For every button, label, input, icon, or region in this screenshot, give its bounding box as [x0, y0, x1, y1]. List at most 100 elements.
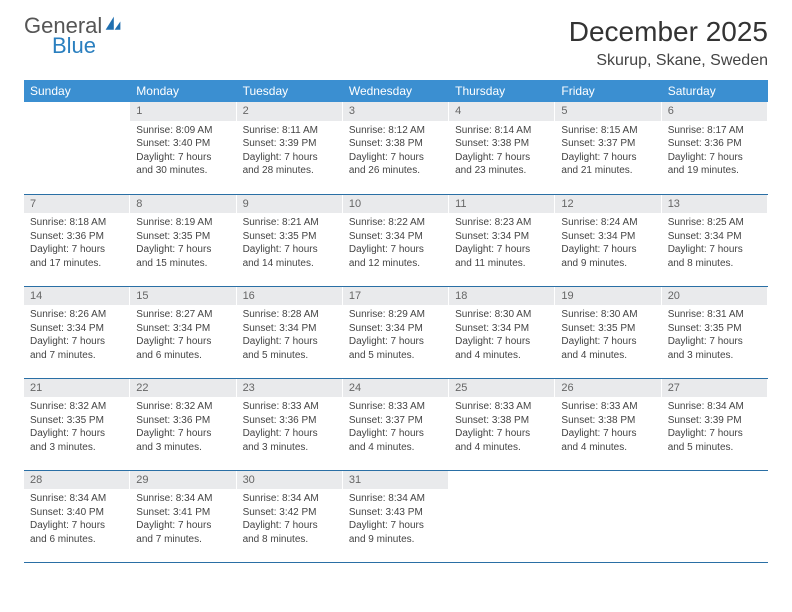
daylight-text: Daylight: 7 hours and 5 minutes. [668, 427, 762, 454]
day-number: 5 [555, 102, 661, 121]
calendar-cell: 20Sunrise: 8:31 AMSunset: 3:35 PMDayligh… [662, 286, 768, 378]
title-block: December 2025 Skurup, Skane, Sweden [569, 16, 768, 70]
day-details: Sunrise: 8:33 AMSunset: 3:38 PMDaylight:… [555, 397, 661, 458]
day-number-empty [449, 471, 555, 490]
sunrise-text: Sunrise: 8:09 AM [136, 124, 230, 138]
calendar-cell: 28Sunrise: 8:34 AMSunset: 3:40 PMDayligh… [24, 470, 130, 562]
sunrise-text: Sunrise: 8:12 AM [349, 124, 443, 138]
day-details: Sunrise: 8:34 AMSunset: 3:43 PMDaylight:… [343, 489, 449, 550]
sunrise-text: Sunrise: 8:34 AM [668, 400, 762, 414]
daylight-text: Daylight: 7 hours and 14 minutes. [243, 243, 337, 270]
daylight-text: Daylight: 7 hours and 7 minutes. [136, 519, 230, 546]
sunset-text: Sunset: 3:39 PM [668, 414, 762, 428]
day-number: 31 [343, 471, 449, 490]
sunset-text: Sunset: 3:34 PM [349, 230, 443, 244]
sunset-text: Sunset: 3:34 PM [136, 322, 230, 336]
calendar-cell: 13Sunrise: 8:25 AMSunset: 3:34 PMDayligh… [662, 194, 768, 286]
day-number: 21 [24, 379, 130, 398]
daylight-text: Daylight: 7 hours and 23 minutes. [455, 151, 549, 178]
day-details: Sunrise: 8:29 AMSunset: 3:34 PMDaylight:… [343, 305, 449, 366]
calendar-cell: 17Sunrise: 8:29 AMSunset: 3:34 PMDayligh… [343, 286, 449, 378]
weekday-header: Wednesday [343, 80, 449, 102]
sunset-text: Sunset: 3:40 PM [136, 137, 230, 151]
day-number: 26 [555, 379, 661, 398]
calendar-cell: 31Sunrise: 8:34 AMSunset: 3:43 PMDayligh… [343, 470, 449, 562]
page-title: December 2025 [569, 16, 768, 48]
sunrise-text: Sunrise: 8:19 AM [136, 216, 230, 230]
sunset-text: Sunset: 3:35 PM [30, 414, 124, 428]
sunrise-text: Sunrise: 8:30 AM [561, 308, 655, 322]
calendar-cell: 25Sunrise: 8:33 AMSunset: 3:38 PMDayligh… [449, 378, 555, 470]
daylight-text: Daylight: 7 hours and 26 minutes. [349, 151, 443, 178]
sunset-text: Sunset: 3:35 PM [668, 322, 762, 336]
sunrise-text: Sunrise: 8:34 AM [30, 492, 124, 506]
brand-part2: Blue [52, 33, 96, 58]
calendar-cell [662, 470, 768, 562]
day-number: 29 [130, 471, 236, 490]
day-number: 4 [449, 102, 555, 121]
day-number: 28 [24, 471, 130, 490]
calendar-cell: 3Sunrise: 8:12 AMSunset: 3:38 PMDaylight… [343, 102, 449, 194]
sunrise-text: Sunrise: 8:23 AM [455, 216, 549, 230]
calendar-cell: 9Sunrise: 8:21 AMSunset: 3:35 PMDaylight… [237, 194, 343, 286]
sunset-text: Sunset: 3:35 PM [243, 230, 337, 244]
calendar-cell: 18Sunrise: 8:30 AMSunset: 3:34 PMDayligh… [449, 286, 555, 378]
sunset-text: Sunset: 3:41 PM [136, 506, 230, 520]
sunset-text: Sunset: 3:34 PM [561, 230, 655, 244]
daylight-text: Daylight: 7 hours and 5 minutes. [349, 335, 443, 362]
calendar-body: 1Sunrise: 8:09 AMSunset: 3:40 PMDaylight… [24, 102, 768, 562]
day-details: Sunrise: 8:21 AMSunset: 3:35 PMDaylight:… [237, 213, 343, 274]
sunrise-text: Sunrise: 8:33 AM [561, 400, 655, 414]
day-details: Sunrise: 8:34 AMSunset: 3:40 PMDaylight:… [24, 489, 130, 550]
daylight-text: Daylight: 7 hours and 3 minutes. [30, 427, 124, 454]
daylight-text: Daylight: 7 hours and 15 minutes. [136, 243, 230, 270]
calendar-cell: 23Sunrise: 8:33 AMSunset: 3:36 PMDayligh… [237, 378, 343, 470]
day-number: 9 [237, 195, 343, 214]
daylight-text: Daylight: 7 hours and 21 minutes. [561, 151, 655, 178]
day-details: Sunrise: 8:22 AMSunset: 3:34 PMDaylight:… [343, 213, 449, 274]
calendar-cell: 19Sunrise: 8:30 AMSunset: 3:35 PMDayligh… [555, 286, 661, 378]
day-details: Sunrise: 8:14 AMSunset: 3:38 PMDaylight:… [449, 121, 555, 182]
calendar-cell [555, 470, 661, 562]
calendar-cell: 22Sunrise: 8:32 AMSunset: 3:36 PMDayligh… [130, 378, 236, 470]
weekday-header: Thursday [449, 80, 555, 102]
sunrise-text: Sunrise: 8:18 AM [30, 216, 124, 230]
calendar-cell: 29Sunrise: 8:34 AMSunset: 3:41 PMDayligh… [130, 470, 236, 562]
sunrise-text: Sunrise: 8:27 AM [136, 308, 230, 322]
day-number: 12 [555, 195, 661, 214]
sunset-text: Sunset: 3:36 PM [243, 414, 337, 428]
calendar-cell: 5Sunrise: 8:15 AMSunset: 3:37 PMDaylight… [555, 102, 661, 194]
daylight-text: Daylight: 7 hours and 5 minutes. [243, 335, 337, 362]
sunset-text: Sunset: 3:43 PM [349, 506, 443, 520]
day-details: Sunrise: 8:32 AMSunset: 3:35 PMDaylight:… [24, 397, 130, 458]
calendar-week-row: 28Sunrise: 8:34 AMSunset: 3:40 PMDayligh… [24, 470, 768, 562]
day-details: Sunrise: 8:33 AMSunset: 3:36 PMDaylight:… [237, 397, 343, 458]
calendar-cell: 1Sunrise: 8:09 AMSunset: 3:40 PMDaylight… [130, 102, 236, 194]
calendar-header-row: SundayMondayTuesdayWednesdayThursdayFrid… [24, 80, 768, 102]
daylight-text: Daylight: 7 hours and 9 minutes. [349, 519, 443, 546]
sunset-text: Sunset: 3:34 PM [455, 230, 549, 244]
day-details: Sunrise: 8:23 AMSunset: 3:34 PMDaylight:… [449, 213, 555, 274]
sunset-text: Sunset: 3:38 PM [455, 137, 549, 151]
daylight-text: Daylight: 7 hours and 4 minutes. [455, 335, 549, 362]
daylight-text: Daylight: 7 hours and 12 minutes. [349, 243, 443, 270]
header: GeneralBlue December 2025 Skurup, Skane,… [24, 16, 768, 70]
sunset-text: Sunset: 3:40 PM [30, 506, 124, 520]
daylight-text: Daylight: 7 hours and 4 minutes. [349, 427, 443, 454]
sunset-text: Sunset: 3:38 PM [349, 137, 443, 151]
day-details: Sunrise: 8:30 AMSunset: 3:35 PMDaylight:… [555, 305, 661, 366]
day-number-empty [662, 471, 768, 490]
day-number: 23 [237, 379, 343, 398]
day-details: Sunrise: 8:11 AMSunset: 3:39 PMDaylight:… [237, 121, 343, 182]
sunset-text: Sunset: 3:37 PM [349, 414, 443, 428]
sunset-text: Sunset: 3:34 PM [243, 322, 337, 336]
calendar-cell: 2Sunrise: 8:11 AMSunset: 3:39 PMDaylight… [237, 102, 343, 194]
daylight-text: Daylight: 7 hours and 3 minutes. [668, 335, 762, 362]
day-number: 27 [662, 379, 768, 398]
sunrise-text: Sunrise: 8:14 AM [455, 124, 549, 138]
calendar-table: SundayMondayTuesdayWednesdayThursdayFrid… [24, 80, 768, 563]
day-number: 8 [130, 195, 236, 214]
day-details: Sunrise: 8:18 AMSunset: 3:36 PMDaylight:… [24, 213, 130, 274]
day-number: 14 [24, 287, 130, 306]
day-number: 17 [343, 287, 449, 306]
